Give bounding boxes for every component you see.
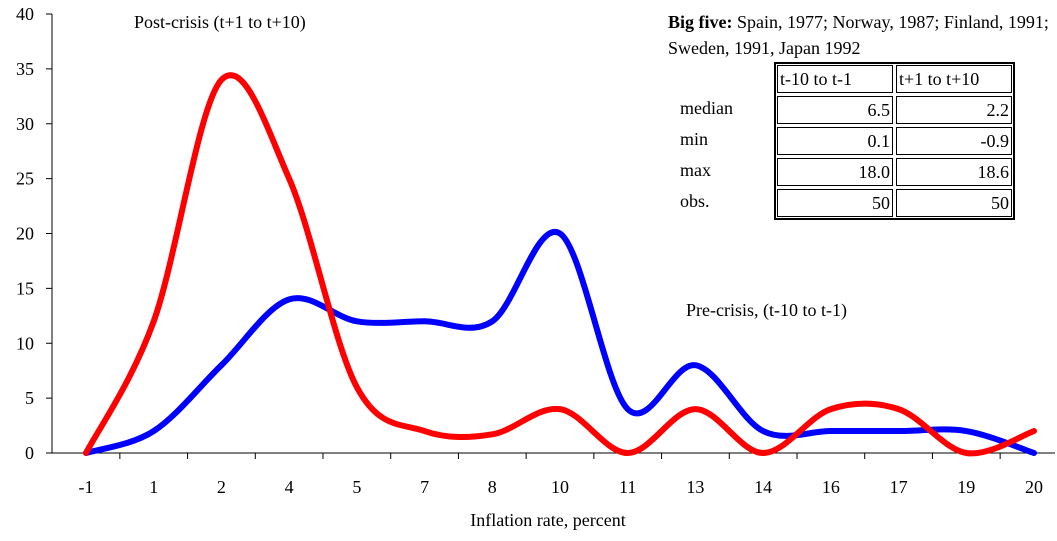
inset-title-bold: Big five:: [668, 12, 733, 32]
x-tick-label: 13: [686, 477, 704, 497]
table-cell: 6.5: [777, 96, 893, 124]
x-axis-label: Inflation rate, percent: [470, 510, 625, 530]
inset-table: t-10 to t-1 t+1 to t+10 6.5 2.2 0.1 -0.9 18.0 1…: [774, 62, 1015, 220]
y-tick-label: 0: [25, 443, 34, 463]
row-label: max: [680, 160, 711, 180]
inset-title-text: Spain, 1977; Norway, 1987; Finland, 1991…: [668, 12, 1049, 58]
table-cell: -0.9: [896, 127, 1012, 155]
x-tick-label: 11: [619, 477, 636, 497]
table-cell: 18.6: [896, 158, 1012, 186]
table-cell: 2.2: [896, 96, 1012, 124]
table-cell: 50: [777, 189, 893, 217]
y-tick-label: 35: [16, 59, 34, 79]
x-tick-label: 10: [551, 477, 569, 497]
table-cell: 0.1: [777, 127, 893, 155]
row-labels: median min max obs.: [680, 62, 733, 217]
y-tick-label: 40: [16, 4, 34, 24]
series-line: [83, 228, 1037, 456]
x-tick-label: 1: [149, 477, 158, 497]
row-label: min: [680, 129, 709, 149]
y-tick-label: 10: [16, 333, 34, 353]
y-tick-label: 15: [16, 278, 34, 298]
x-tick-label: 5: [352, 477, 361, 497]
y-tick-label: 20: [16, 224, 34, 244]
x-tick-label: 8: [488, 477, 497, 497]
column-header: t+1 to t+10: [896, 65, 1012, 93]
inset-title: Big five: Spain, 1977; Norway, 1987; Fin…: [668, 9, 1053, 61]
y-tick-label: 30: [16, 114, 34, 134]
y-tick-label: 5: [25, 388, 34, 408]
x-tick-label: 20: [1025, 477, 1043, 497]
column-header: t-10 to t-1: [777, 65, 893, 93]
x-tick-label: 2: [217, 477, 226, 497]
x-tick-label: 19: [957, 477, 975, 497]
x-tick-label: 17: [890, 477, 908, 497]
series-line: [83, 72, 1037, 457]
row-label: obs.: [680, 191, 710, 211]
table-cell: 18.0: [777, 158, 893, 186]
y-tick-label: 25: [16, 169, 34, 189]
series-label: Pre-crisis, (t-10 to t-1): [686, 300, 847, 321]
x-tick-label: 14: [754, 477, 772, 497]
x-tick-label: -1: [79, 477, 94, 497]
x-tick-label: 4: [285, 477, 294, 497]
x-tick-label: 16: [822, 477, 840, 497]
row-label: median: [680, 98, 733, 118]
series-label: Post-crisis (t+1 to t+10): [134, 12, 306, 33]
x-tick-label: 7: [420, 477, 429, 497]
table-cell: 50: [896, 189, 1012, 217]
